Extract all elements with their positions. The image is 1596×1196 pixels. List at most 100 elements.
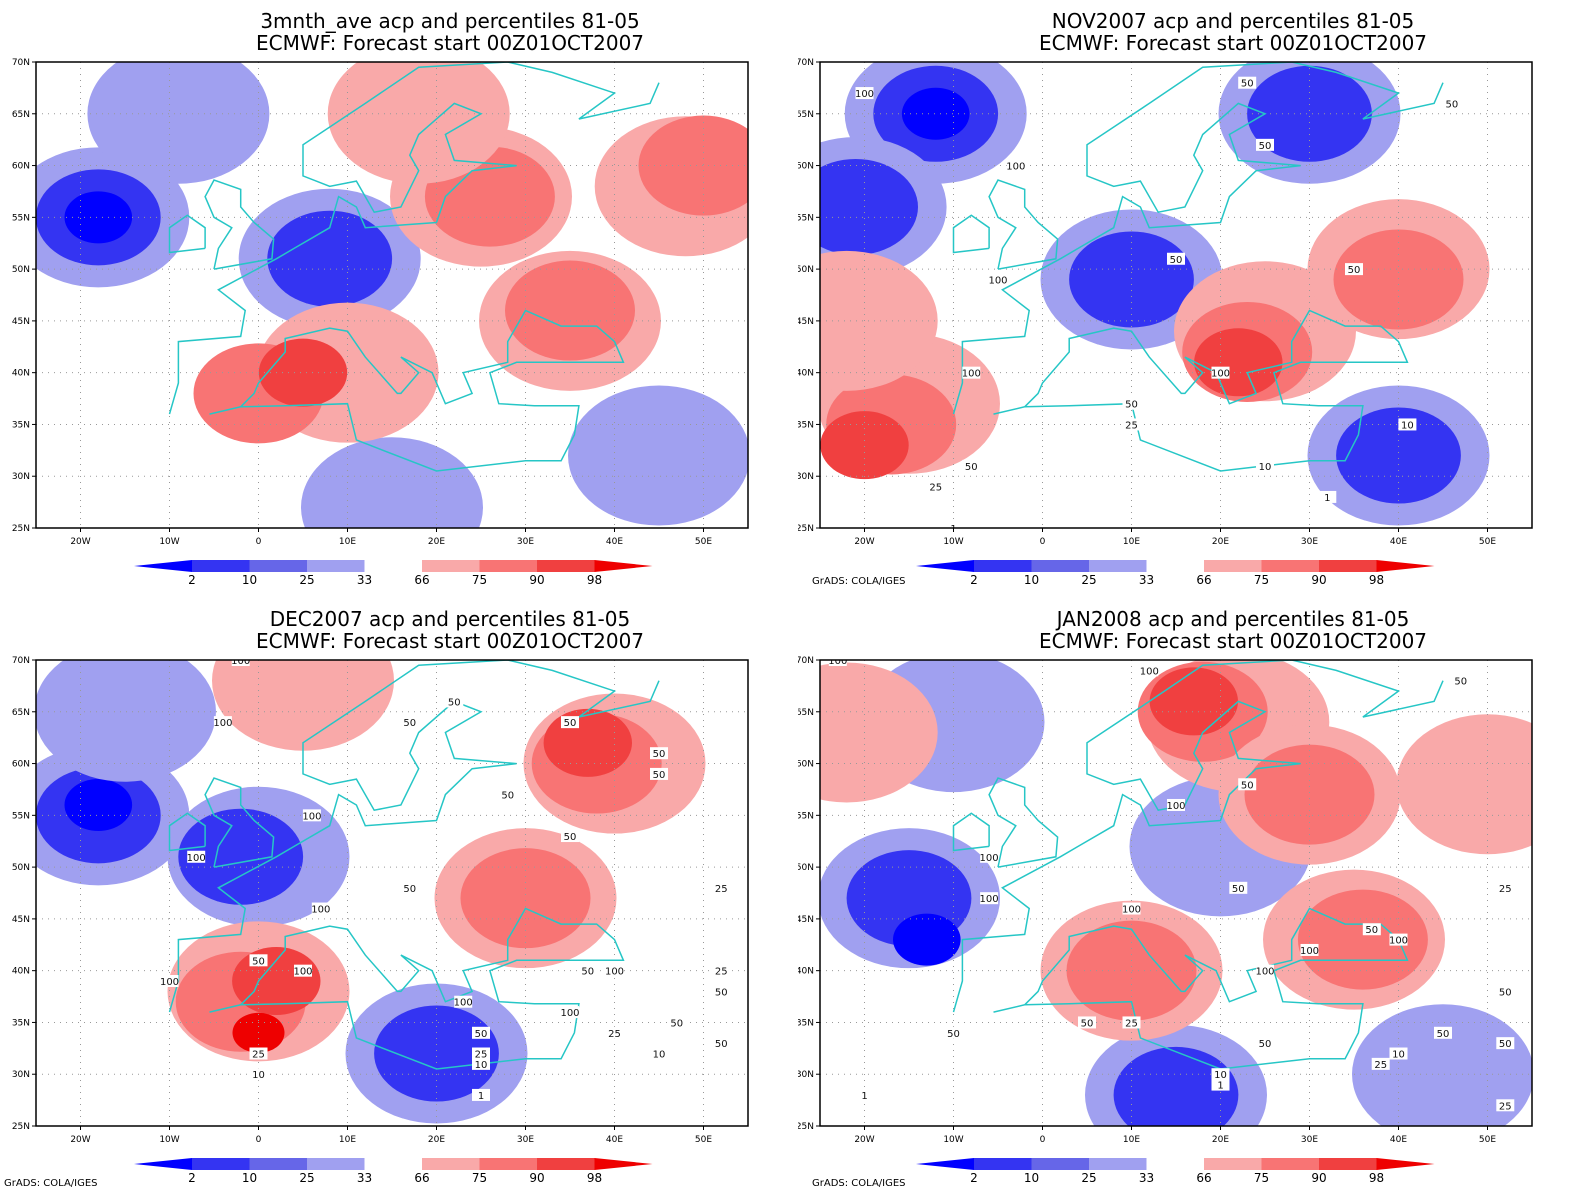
contour-label-100: 100: [1006, 162, 1025, 173]
colorbar-label: 2: [970, 1171, 978, 1185]
lat-label: 65N: [798, 708, 814, 718]
coastline-mediterranean: [993, 907, 1409, 1070]
colorbar-segment: [192, 1158, 250, 1170]
contour-label-10: 10: [653, 1050, 666, 1061]
colorbar-label: 98: [587, 573, 602, 587]
contour-label-25: 25: [608, 1029, 621, 1040]
percentile-region-10: [1113, 1046, 1239, 1126]
colorbar-segment: [479, 1158, 537, 1170]
colorbar-left-arrow: [134, 560, 192, 572]
contour-label-100: 100: [160, 977, 179, 988]
colorbar-segment: [1089, 1158, 1147, 1170]
lon-label: 0: [256, 1135, 262, 1145]
colorbar-label: 66: [414, 573, 429, 587]
lon-label: 20E: [1212, 1135, 1229, 1145]
lon-label: 10E: [339, 537, 356, 547]
contour-label-bg: [944, 1026, 963, 1039]
contour-label-50: 50: [1454, 677, 1467, 688]
lon-label: 20W: [854, 537, 874, 547]
map-title: 3mnth_ave acp and percentiles 81-05 ECMW…: [190, 10, 710, 54]
contour-label-bg: [605, 964, 624, 977]
contour-label-50: 50: [715, 987, 728, 998]
coastline-britain: [204, 777, 275, 868]
colorbar-segment: [307, 1158, 365, 1170]
lon-label: 10W: [159, 1135, 179, 1145]
contour-label-50: 50: [965, 462, 978, 473]
contour-label-bg: [712, 985, 731, 998]
lat-label: 55N: [12, 213, 30, 223]
contour-label-bg: [605, 1026, 624, 1039]
contour-label-bg: [1451, 674, 1470, 687]
lat-label: 45N: [12, 915, 30, 925]
colorbar-label: 10: [1024, 1171, 1039, 1185]
colorbar-segment: [1319, 560, 1377, 572]
contour-label-50: 50: [715, 1039, 728, 1050]
contour-label-bg: [445, 695, 464, 708]
map-panel-jan2008: 100 100 100 100 100 100 100 100 100 50 50 50 50 50 50 5…: [798, 598, 1596, 1196]
contour-label-bg: [454, 995, 473, 1008]
percentile-region-2: [64, 778, 133, 831]
map-field-layer: 100 100 100 100 100 100 100 100 100 100 50 50 50 50 50…: [36, 656, 748, 1126]
percentile-region-75: [505, 260, 635, 361]
contour-label-bg: [1434, 1026, 1452, 1039]
colorbar-segment: [1204, 1158, 1262, 1170]
lat-label: 35N: [12, 420, 30, 430]
contour-label-100: 100: [231, 656, 250, 667]
colorbar-label: 33: [357, 573, 372, 587]
contour-label-bg: [650, 767, 668, 780]
percentile-region-10: [1247, 65, 1372, 162]
contour-label-bg: [578, 964, 597, 977]
lon-label: 40E: [606, 537, 623, 547]
lon-label: 0: [256, 537, 262, 547]
lat-label: 55N: [798, 213, 814, 223]
colorbar-label: 2: [188, 1171, 196, 1185]
map-frame: [819, 61, 1533, 529]
contour-label-25: 25: [929, 483, 942, 494]
contour-label-10: 10: [475, 1060, 488, 1071]
lon-label: 10W: [943, 1135, 963, 1145]
contour-label-bg: [989, 273, 1007, 286]
colorbar-label: 66: [1196, 1171, 1211, 1185]
contour-label-bg: [1371, 1057, 1390, 1070]
contour-label-100: 100: [1389, 936, 1408, 947]
lon-label: 10E: [1123, 1135, 1140, 1145]
coastline-ireland: [952, 812, 990, 852]
title-line-1: 3mnth_ave acp and percentiles 81-05: [260, 9, 640, 33]
lat-label: 50N: [798, 265, 814, 275]
colorbar-left-arrow: [916, 1158, 974, 1170]
colorbar-label: 75: [472, 1171, 487, 1185]
title-line-2: ECMWF: Forecast start 00Z01OCT2007: [255, 629, 645, 653]
lon-label: 50E: [1479, 537, 1496, 547]
colorbar-label: 33: [1139, 1171, 1154, 1185]
lat-label: 60N: [798, 162, 814, 172]
contour-label-100: 100: [1166, 801, 1185, 812]
lat-label: 25N: [12, 524, 30, 534]
percentile-region-10: [1069, 231, 1194, 328]
percentile-region-2: [893, 913, 961, 966]
colorbar-segment: [1146, 1158, 1204, 1170]
lat-label: 40N: [798, 967, 814, 977]
contour-label-bg: [294, 964, 312, 977]
colorbar-label: 2: [188, 573, 196, 587]
contour-label-bg: [962, 366, 981, 379]
contour-label-50: 50: [403, 718, 416, 729]
contour-label-bg: [1345, 263, 1363, 276]
percentile-region-66: [327, 62, 510, 184]
contour-label-bg: [926, 480, 945, 493]
map-canvas: 1001001001001005050505050505025251010117…: [798, 58, 1533, 587]
contour-label-bg: [1318, 490, 1337, 503]
lat-label: 35N: [798, 420, 814, 430]
lat-label: 70N: [12, 58, 30, 68]
contour-label-100: 100: [980, 894, 999, 905]
map-field-layer: 100 100 100 100 100 50 50 50 50 50 50 50 25 25 10 10 1 1: [820, 62, 1532, 528]
lon-label: 40E: [606, 1135, 623, 1145]
contour-label-bg: [650, 747, 668, 760]
contour-label-50: 50: [403, 884, 416, 895]
colorbar: 2 10 25 33 66 75 90 98: [916, 1158, 1435, 1185]
lat-label: 45N: [12, 317, 30, 327]
lon-label: 10E: [1123, 537, 1140, 547]
lon-label: 40E: [1390, 1135, 1407, 1145]
contour-label-50: 50: [448, 697, 461, 708]
title-line-1: JAN2008 acp and percentiles 81-05: [1056, 607, 1410, 631]
